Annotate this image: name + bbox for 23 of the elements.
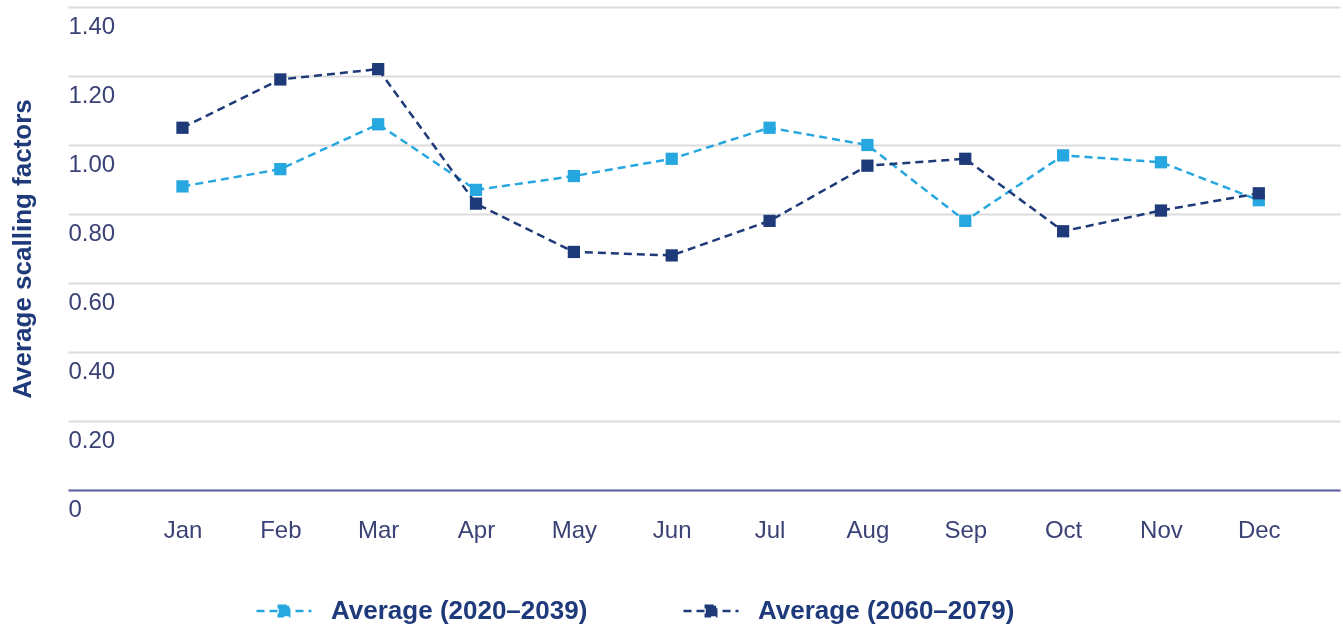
x-tick-label: Sep [944, 515, 988, 543]
x-tick-label: Mar [358, 515, 400, 543]
x-tick-label: Jan [163, 515, 203, 543]
y-tick-label: 0.60 [68, 287, 116, 315]
y-tick-label: 0.40 [68, 356, 116, 384]
y-tick-label: 1.40 [68, 11, 116, 39]
legend-label: Average (2020–2039) [331, 595, 588, 625]
x-tick-label: Jun [652, 515, 692, 543]
x-tick-label: May [551, 515, 598, 543]
y-axis-title: Average scalling factors [6, 99, 37, 399]
y-tick-label: 1.00 [68, 149, 116, 177]
x-tick-label: Feb [260, 515, 302, 543]
x-tick-label: Oct [1044, 515, 1083, 543]
y-tick-label: 0 [68, 494, 82, 522]
legend-label: Average (2060–2079) [758, 595, 1015, 625]
x-tick-label: Nov [1140, 515, 1183, 543]
x-tick-label: Aug [846, 515, 890, 543]
y-tick-label: 1.20 [68, 80, 116, 108]
y-tick-label: 0.20 [68, 425, 116, 453]
x-tick-label: Apr [457, 515, 496, 543]
y-tick-label: 0.80 [68, 218, 116, 246]
x-tick-label: Jul [754, 515, 786, 543]
x-tick-label: Dec [1237, 515, 1281, 543]
